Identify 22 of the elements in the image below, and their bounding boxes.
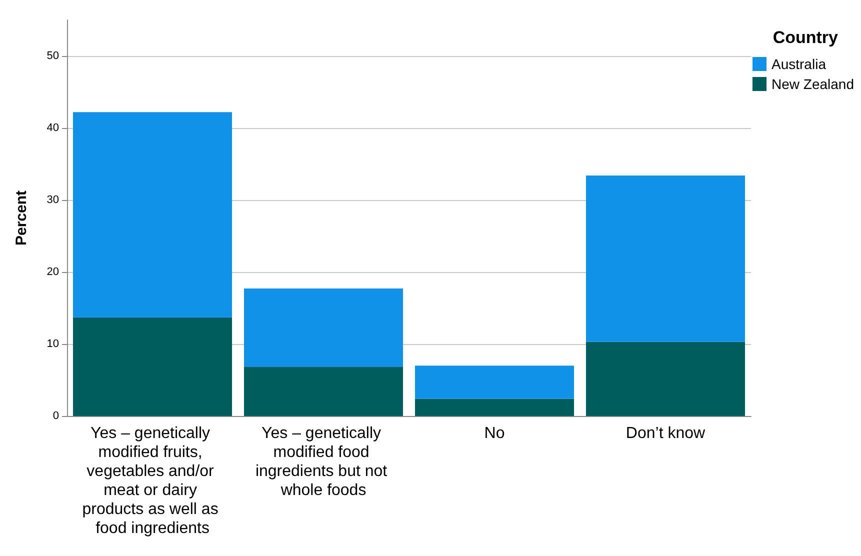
legend-label: New Zealand [772,76,854,92]
y-tick-label: 50 [46,50,59,62]
y-axis-title: Percent [13,190,30,246]
legend-label: Australia [772,56,826,72]
y-tick-label: 30 [46,194,59,206]
bar [244,367,404,416]
y-tick-label: 20 [46,266,59,278]
bar [72,317,232,416]
x-tick-label: Don’t know [626,425,706,442]
y-tick-label: 0 [52,410,59,422]
bar [72,112,232,318]
legend-title: Country [772,28,839,47]
bar [244,288,404,368]
y-tick-label: 40 [46,122,59,134]
y-tick-label: 10 [46,338,59,350]
x-tick-label: Yes – genetically modified fruits, vegetables and/or meat or dairy products as well as food ingredients [82,425,223,537]
x-tick-label: Yes – genetically modified food ingredients but not whole foods [255,425,392,499]
bar [586,342,746,416]
x-tick-label: No [484,425,505,442]
bar [414,366,574,399]
bar [586,176,746,342]
bar [414,398,574,416]
